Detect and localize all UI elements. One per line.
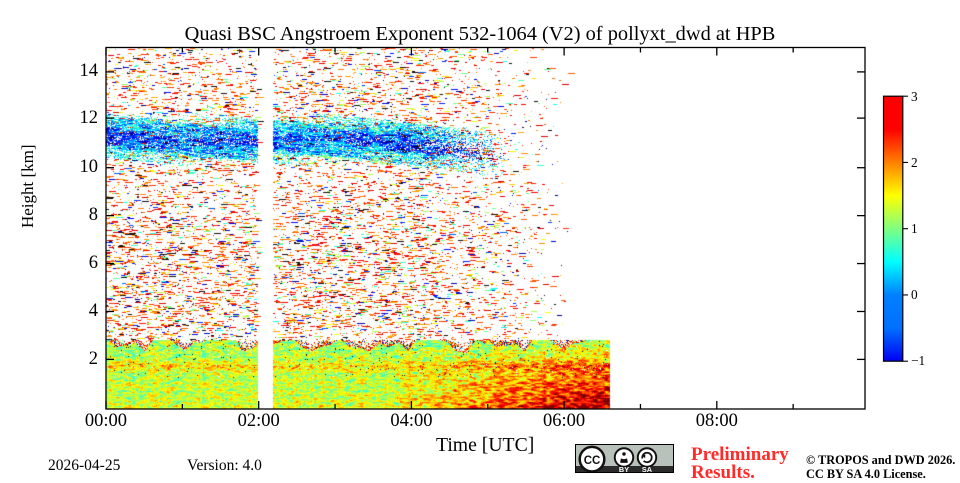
svg-text:BY: BY xyxy=(618,465,628,473)
svg-text:SA: SA xyxy=(641,465,652,473)
svg-text:CC: CC xyxy=(583,455,600,467)
